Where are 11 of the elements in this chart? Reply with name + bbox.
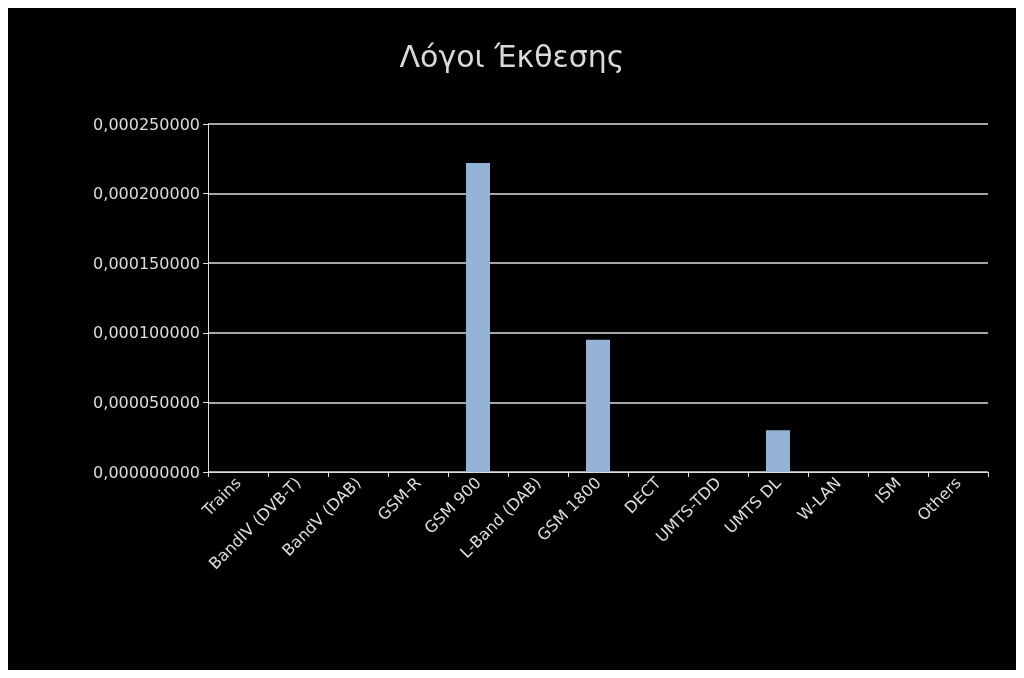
bar — [586, 339, 610, 472]
y-tick-label: 0,000250000 — [93, 114, 200, 134]
chart-title: Λόγοι Έκθεσης — [399, 38, 625, 74]
y-tick-label: 0,000150000 — [93, 253, 200, 273]
bar — [766, 430, 790, 472]
y-tick-label: 0,000200000 — [93, 184, 200, 204]
y-tick-label: 0,000000000 — [93, 462, 200, 482]
y-tick-label: 0,000100000 — [93, 323, 200, 343]
x-tick-label: ISM — [871, 473, 905, 507]
y-tick-label: 0,000050000 — [93, 392, 200, 412]
bar — [466, 162, 490, 472]
